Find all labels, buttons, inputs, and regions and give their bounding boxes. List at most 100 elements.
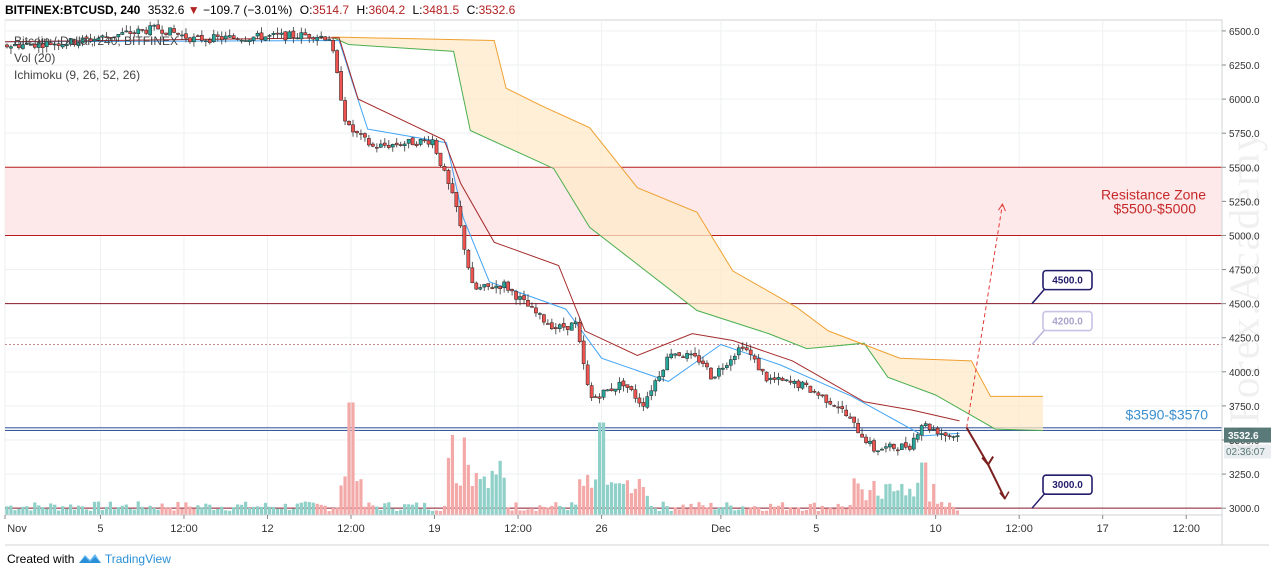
candle-body[interactable]: [768, 377, 773, 380]
forecast-up-line[interactable]: [966, 204, 1003, 428]
candle-body[interactable]: [713, 376, 717, 379]
candle-body[interactable]: [120, 32, 125, 35]
candle-body[interactable]: [422, 139, 427, 142]
candle-body[interactable]: [947, 435, 952, 437]
candle-body[interactable]: [279, 32, 284, 35]
candle-body[interactable]: [816, 392, 821, 396]
candle-body[interactable]: [931, 428, 936, 431]
candle-body[interactable]: [426, 140, 431, 145]
candle-body[interactable]: [565, 326, 570, 330]
legend-volume[interactable]: Vol (20): [14, 51, 56, 65]
candle-body[interactable]: [192, 36, 196, 43]
candle-body[interactable]: [247, 39, 252, 42]
candle-body[interactable]: [780, 377, 785, 381]
candle-body[interactable]: [526, 300, 530, 307]
candle-body[interactable]: [518, 296, 522, 300]
candle-body[interactable]: [884, 446, 888, 449]
candle-body[interactable]: [553, 327, 558, 329]
candle-body[interactable]: [522, 295, 526, 300]
candle-body[interactable]: [168, 27, 172, 36]
candle-body[interactable]: [788, 380, 793, 383]
candle-body[interactable]: [390, 143, 395, 148]
candle-body[interactable]: [943, 432, 948, 436]
candle-body[interactable]: [840, 406, 845, 409]
legend-ichimoku[interactable]: Ichimoku (9, 26, 52, 26): [14, 68, 141, 82]
candle-body[interactable]: [124, 30, 129, 33]
candle-body[interactable]: [76, 42, 81, 47]
candle-body[interactable]: [724, 365, 729, 368]
candle-body[interactable]: [649, 390, 654, 396]
candle-body[interactable]: [64, 44, 69, 47]
candle-body[interactable]: [677, 352, 681, 356]
candle-body[interactable]: [760, 368, 765, 372]
support-zone[interactable]: [5, 427, 1222, 431]
candle-body[interactable]: [534, 307, 538, 314]
candle-body[interactable]: [613, 388, 618, 392]
candle-body[interactable]: [56, 43, 61, 46]
candle-body[interactable]: [482, 284, 487, 288]
candle-body[interactable]: [462, 225, 467, 250]
candle-body[interactable]: [367, 138, 371, 146]
candle-body[interactable]: [200, 35, 204, 41]
candle-body[interactable]: [828, 400, 833, 405]
candle-body[interactable]: [144, 29, 149, 34]
candle-body[interactable]: [335, 50, 339, 73]
candle-body[interactable]: [430, 139, 435, 146]
candle-body[interactable]: [25, 42, 29, 45]
candle-body[interactable]: [744, 347, 749, 351]
candle-body[interactable]: [617, 381, 622, 390]
callout-box[interactable]: [1042, 269, 1093, 291]
candle-body[interactable]: [860, 433, 864, 438]
candle-body[interactable]: [530, 306, 534, 308]
candle-body[interactable]: [732, 355, 737, 360]
candle-body[interactable]: [402, 143, 407, 146]
candle-body[interactable]: [577, 322, 582, 343]
candle-body[interactable]: [955, 435, 960, 438]
candle-body[interactable]: [665, 356, 670, 371]
candle-body[interactable]: [800, 381, 805, 389]
candle-body[interactable]: [911, 437, 916, 450]
candle-body[interactable]: [939, 433, 944, 435]
candle-body[interactable]: [84, 36, 89, 39]
candle-body[interactable]: [112, 36, 117, 39]
candle-body[interactable]: [271, 33, 276, 35]
candle-body[interactable]: [880, 448, 884, 451]
candle-body[interactable]: [104, 36, 109, 39]
candle-body[interactable]: [128, 31, 133, 34]
candle-body[interactable]: [203, 40, 208, 42]
candle-body[interactable]: [223, 35, 228, 40]
candle-body[interactable]: [625, 384, 630, 388]
candle-body[interactable]: [116, 34, 121, 38]
candle-body[interactable]: [259, 32, 264, 40]
candle-body[interactable]: [327, 39, 331, 41]
candle-body[interactable]: [585, 364, 590, 385]
candle-body[interactable]: [466, 249, 471, 269]
candle-body[interactable]: [9, 46, 13, 49]
candle-body[interactable]: [764, 371, 769, 382]
callout-box[interactable]: [1042, 310, 1093, 332]
candle-body[interactable]: [896, 449, 900, 452]
candle-body[interactable]: [502, 281, 506, 289]
time-axis[interactable]: Nov 5 12:00 12 12:00 19 12:00 26 Dec 5 10 12:00 17 12…: [4, 514, 1222, 535]
candle-body[interactable]: [820, 394, 825, 397]
candle-body[interactable]: [172, 28, 176, 33]
candle-body[interactable]: [13, 44, 17, 47]
candle-body[interactable]: [88, 38, 93, 42]
candle-body[interactable]: [935, 427, 940, 435]
candle-body[interactable]: [180, 34, 184, 37]
candle-body[interactable]: [458, 206, 463, 227]
candle-body[interactable]: [621, 380, 626, 387]
candle-body[interactable]: [876, 450, 880, 453]
candle-body[interactable]: [657, 376, 662, 381]
candle-body[interactable]: [645, 396, 650, 408]
candle-body[interactable]: [899, 443, 904, 450]
candle-body[interactable]: [673, 353, 677, 356]
last-price-tag[interactable]: [1224, 427, 1271, 443]
candle-body[interactable]: [693, 353, 697, 357]
candle-body[interactable]: [669, 353, 674, 358]
candle-body[interactable]: [756, 358, 761, 371]
candle-body[interactable]: [593, 396, 598, 398]
candle-body[interactable]: [442, 166, 447, 171]
candle-body[interactable]: [868, 440, 872, 444]
candle-body[interactable]: [414, 143, 419, 146]
